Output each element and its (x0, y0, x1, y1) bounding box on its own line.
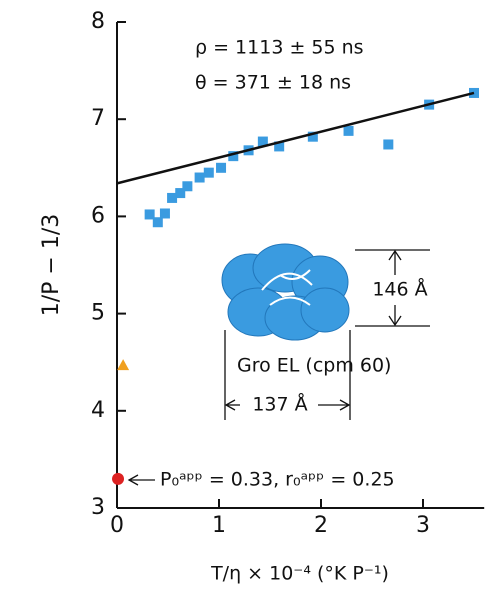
data-point (228, 151, 239, 162)
fit-line (116, 91, 475, 185)
data-point (182, 181, 193, 192)
data-point (274, 141, 285, 152)
data-point (159, 208, 170, 219)
y-tick-label: 5 (91, 301, 105, 326)
x-tick-label: 3 (416, 513, 430, 538)
annotation: Gro EL (cpm 60) (237, 355, 391, 377)
data-point (307, 131, 318, 142)
y-tick-label: 8 (91, 9, 105, 34)
y-tick-label: 3 (91, 495, 105, 520)
data-point (167, 192, 178, 203)
y-tick-label: 4 (91, 398, 105, 423)
y-axis-label: 1/P − 1/3 (39, 214, 64, 317)
dimension-lines (127, 249, 430, 486)
protein-drawing (221, 243, 350, 341)
annotation: θ = 371 ± 18 ns (195, 72, 351, 94)
data-point (194, 172, 205, 183)
data-point (112, 472, 125, 485)
y-tick-label: 7 (91, 106, 105, 131)
data-point (144, 209, 155, 220)
data-point (117, 359, 130, 371)
y-tick-label: 6 (91, 203, 105, 228)
data-point (152, 217, 163, 228)
annotation: 146 Å (372, 278, 427, 301)
data-point (175, 188, 186, 199)
annotation: P₀ᵃᵖᵖ = 0.33, r₀ᵃᵖᵖ = 0.25 (160, 469, 395, 491)
x-axis-label: T/η × 10⁻⁴ (°K P⁻¹) (210, 563, 389, 585)
annotation: ρ = 1113 ± 55 ns (195, 37, 364, 59)
annotation: 137 Å (252, 393, 307, 416)
data-point (257, 136, 268, 147)
data-point (343, 125, 354, 136)
data-point (383, 139, 394, 150)
data-point (203, 167, 214, 178)
data-point (216, 162, 227, 173)
x-tick-label: 0 (110, 513, 124, 538)
x-tick-label: 1 (212, 513, 226, 538)
x-tick-label: 2 (314, 513, 328, 538)
